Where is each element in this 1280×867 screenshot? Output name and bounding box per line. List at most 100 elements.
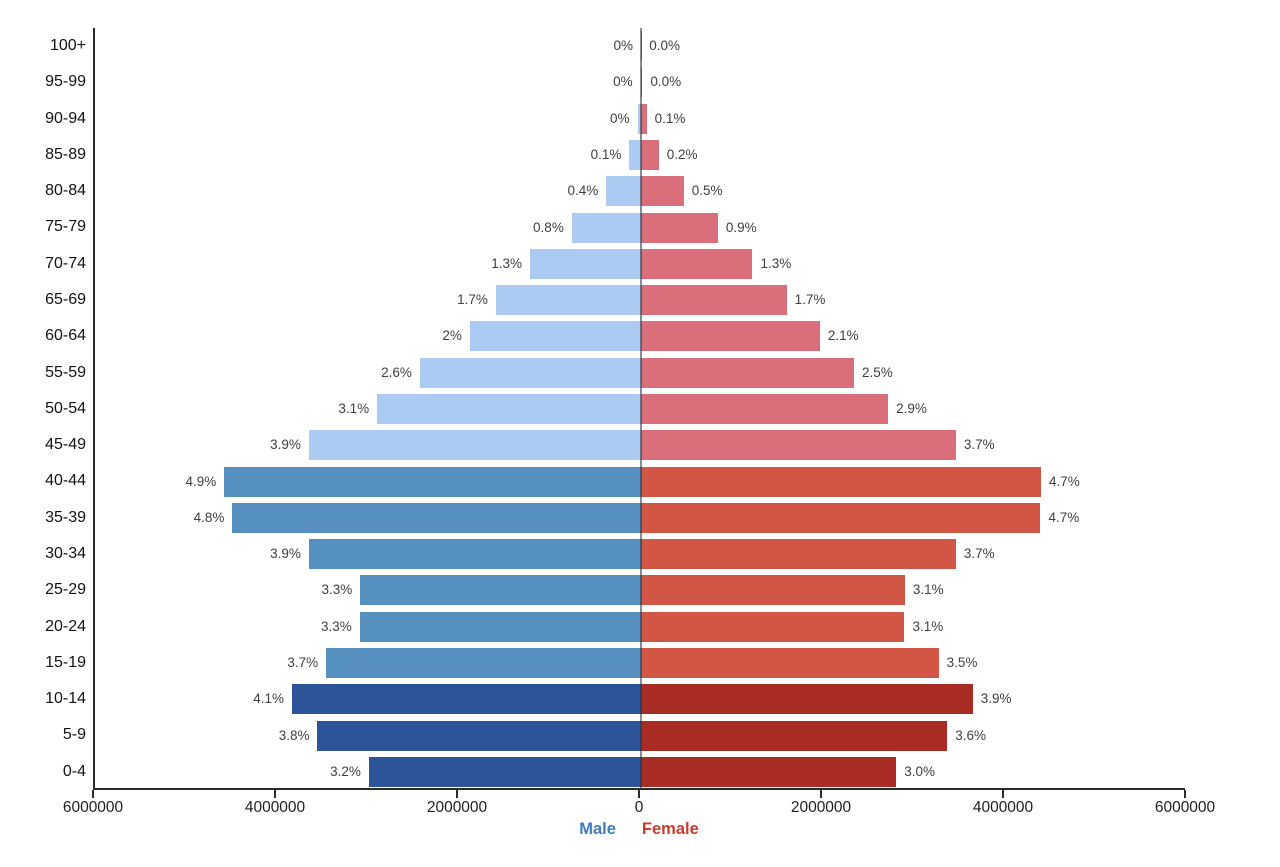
female-bar-25-29[interactable] — [641, 575, 905, 606]
x-tick-label-2: 2000000 — [426, 799, 488, 816]
female-bar-65-69[interactable] — [641, 285, 787, 316]
male-bar-80-84[interactable] — [606, 176, 641, 207]
female-pct-label-55-59: 2.5% — [861, 364, 893, 380]
female-pct-label-45-49: 3.7% — [963, 437, 995, 453]
female-pct-label-70-74: 1.3% — [760, 255, 792, 271]
male-pct-label-55-59: 2.6% — [381, 364, 412, 380]
female-pct-label-25-29: 3.1% — [912, 582, 944, 598]
male-bar-40-44[interactable] — [224, 466, 641, 497]
center-axis-line — [640, 28, 642, 788]
male-pct-label-35-39: 4.8% — [193, 509, 225, 525]
x-axis: 6000000 4000000 2000000 0 2000000 4000000 6000… — [63, 790, 1215, 830]
male-bar-50-54[interactable] — [377, 394, 641, 424]
male-pct-label-25-29: 3.3% — [321, 582, 353, 598]
x-tick-label-6: 6000000 — [1154, 799, 1216, 816]
x-tick-label-4: 2000000 — [790, 799, 852, 816]
y-axis-age-labels: 100+ 95-99 90-94 85-89 80-84 75-79 70-74 65-69 6… — [0, 28, 86, 790]
male-pct-label-65-69: 1.7% — [457, 292, 488, 308]
female-bar-70-74[interactable] — [641, 248, 753, 279]
male-bar-0-4[interactable] — [368, 756, 641, 787]
male-bar-35-39[interactable] — [232, 502, 641, 533]
male-pct-label-20-24: 3.3% — [321, 618, 352, 634]
x-tick-mark-2 — [456, 790, 458, 798]
x-tick-mark-4 — [820, 790, 822, 798]
plot-area: 0% 0.0% 0% 0.0% 0% 0.1% 0.1% 0.2% 0.4% 0.5% 0.8% 0.… — [93, 28, 1185, 790]
female-pct-label-5-9: 3.6% — [955, 727, 986, 743]
male-pct-label-100+: 0% — [613, 38, 633, 54]
female-pct-label-65-69: 1.7% — [794, 292, 826, 308]
x-tick-mark-6 — [1184, 790, 1186, 798]
male-pct-label-30-34: 3.9% — [270, 546, 301, 562]
male-pct-label-70-74: 1.3% — [491, 255, 522, 271]
female-bar-40-44[interactable] — [641, 466, 1041, 497]
legend-male-label[interactable]: Male — [579, 820, 616, 838]
female-bar-30-34[interactable] — [641, 539, 956, 570]
female-pct-label-95-99: 0.0% — [650, 74, 682, 90]
male-bar-65-69[interactable] — [495, 285, 641, 316]
male-pct-label-0-4: 3.2% — [330, 763, 361, 779]
female-pct-label-0-4: 3.0% — [904, 763, 936, 779]
male-bar-10-14[interactable] — [292, 684, 641, 715]
female-bar-0-4[interactable] — [641, 756, 897, 787]
male-bar-30-34[interactable] — [308, 539, 641, 570]
female-bar-60-64[interactable] — [641, 321, 820, 352]
age-group-label-100+: 100+ — [49, 37, 86, 54]
female-pct-label-90-94: 0.1% — [654, 110, 686, 126]
legend-female-label[interactable]: Female — [641, 820, 699, 838]
female-bar-5-9[interactable] — [641, 720, 948, 751]
male-bar-90-94[interactable] — [637, 103, 641, 134]
male-bar-75-79[interactable] — [571, 212, 641, 243]
female-pct-label-85-89: 0.2% — [666, 147, 698, 162]
female-pct-label-60-64: 2.1% — [827, 328, 859, 344]
age-group-label-95-99: 95-99 — [45, 73, 86, 91]
male-pct-label-10-14: 4.1% — [253, 691, 284, 707]
male-pct-label-90-94: 0% — [610, 110, 630, 126]
female-bar-10-14[interactable] — [641, 684, 973, 715]
male-pct-label-75-79: 0.8% — [533, 219, 564, 235]
age-group-label-75-79: 75-79 — [45, 218, 86, 236]
age-group-label-80-84: 80-84 — [45, 182, 86, 200]
male-pct-label-5-9: 3.8% — [278, 727, 310, 743]
female-bar-75-79[interactable] — [641, 212, 718, 243]
male-bar-60-64[interactable] — [469, 321, 641, 352]
female-bar-20-24[interactable] — [641, 611, 905, 642]
legend: Male Female — [93, 820, 1185, 839]
female-bar-55-59[interactable] — [641, 357, 854, 388]
male-pct-label-45-49: 3.9% — [270, 437, 301, 453]
male-bar-15-19[interactable] — [326, 648, 641, 678]
male-pct-label-95-99: 0% — [613, 74, 633, 90]
age-group-label-50-54: 50-54 — [45, 399, 86, 417]
male-bar-55-59[interactable] — [419, 357, 641, 388]
age-group-label-25-29: 25-29 — [45, 581, 86, 599]
age-group-label-70-74: 70-74 — [45, 254, 86, 272]
female-bar-45-49[interactable] — [641, 430, 956, 461]
female-bar-35-39[interactable] — [641, 502, 1041, 533]
x-tick-mark-0 — [92, 790, 94, 798]
male-bar-25-29[interactable] — [360, 575, 641, 606]
age-group-label-60-64: 60-64 — [45, 327, 86, 345]
female-bar-15-19[interactable] — [641, 648, 939, 678]
bars-layer: 0% 0.0% 0% 0.0% 0% 0.1% 0.1% 0.2% 0.4% 0.5% 0.8% 0.… — [95, 28, 1185, 788]
male-pct-label-15-19: 3.7% — [287, 655, 319, 670]
male-bar-5-9[interactable] — [317, 720, 641, 751]
age-group-label-15-19: 15-19 — [45, 653, 86, 671]
female-pct-label-100+: 0.0% — [649, 38, 681, 54]
x-tick-mark-5 — [1002, 790, 1004, 798]
male-bar-45-49[interactable] — [308, 430, 641, 461]
male-pct-label-50-54: 3.1% — [338, 401, 370, 416]
male-pct-label-60-64: 2% — [442, 328, 462, 344]
female-bar-90-94[interactable] — [641, 103, 647, 134]
female-pct-label-80-84: 0.5% — [691, 183, 723, 199]
male-bar-70-74[interactable] — [529, 248, 641, 279]
female-bar-50-54[interactable] — [641, 394, 889, 424]
female-bar-85-89[interactable] — [641, 140, 659, 170]
male-bar-85-89[interactable] — [629, 140, 641, 170]
female-bar-80-84[interactable] — [641, 176, 684, 207]
male-bar-20-24[interactable] — [359, 611, 641, 642]
female-pct-label-10-14: 3.9% — [980, 691, 1012, 707]
age-group-label-30-34: 30-34 — [45, 545, 86, 562]
female-pct-label-50-54: 2.9% — [896, 401, 927, 416]
female-pct-label-35-39: 4.7% — [1048, 509, 1080, 525]
age-group-label-10-14: 10-14 — [45, 690, 86, 708]
